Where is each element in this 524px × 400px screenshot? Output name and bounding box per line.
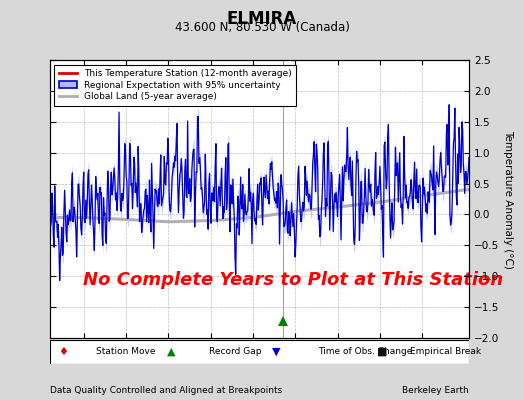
Text: Record Gap: Record Gap	[209, 348, 261, 356]
Text: ♦: ♦	[58, 347, 68, 357]
Text: ELMIRA: ELMIRA	[227, 10, 297, 28]
Text: Data Quality Controlled and Aligned at Breakpoints: Data Quality Controlled and Aligned at B…	[50, 386, 282, 395]
Text: Station Move: Station Move	[96, 348, 156, 356]
Text: ■: ■	[377, 347, 387, 357]
Text: ▼: ▼	[272, 347, 280, 357]
Text: 43.600 N, 80.530 W (Canada): 43.600 N, 80.530 W (Canada)	[174, 21, 350, 34]
Text: Berkeley Earth: Berkeley Earth	[402, 386, 469, 395]
Legend: This Temperature Station (12-month average), Regional Expectation with 95% uncer: This Temperature Station (12-month avera…	[54, 64, 297, 106]
Text: Time of Obs. Change: Time of Obs. Change	[318, 348, 412, 356]
Text: Empirical Break: Empirical Break	[410, 348, 482, 356]
Text: No Complete Years to Plot at This Station: No Complete Years to Plot at This Statio…	[83, 271, 504, 289]
Text: ▲: ▲	[167, 347, 176, 357]
Y-axis label: Temperature Anomaly (°C): Temperature Anomaly (°C)	[503, 130, 513, 268]
